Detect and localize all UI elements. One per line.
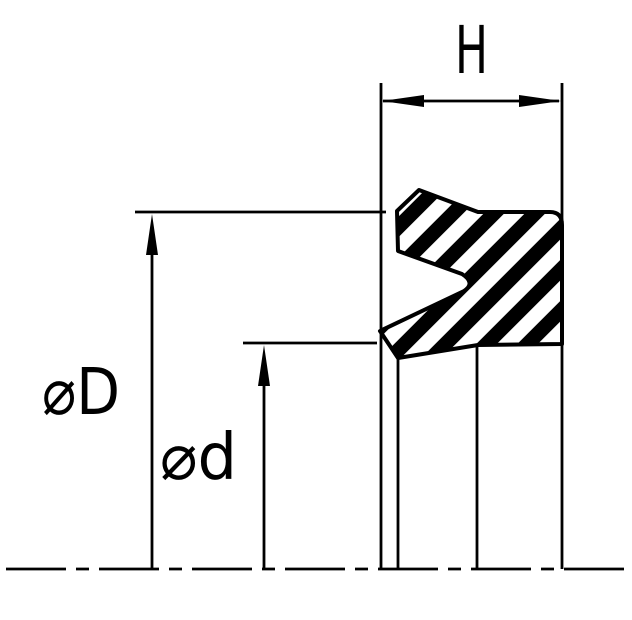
dimension-height: H — [382, 12, 561, 107]
label-height: H — [455, 12, 488, 89]
arrowhead-left-icon — [382, 95, 424, 107]
label-outer-diameter: ⌀D — [42, 356, 120, 430]
seal-cross-section — [378, 188, 564, 360]
label-inner-diameter: ⌀d — [160, 421, 237, 495]
arrowhead-up-inner-icon — [258, 345, 270, 386]
dimension-outer-diameter: ⌀D — [42, 210, 386, 569]
arrowhead-right-icon — [519, 95, 561, 107]
dimension-inner-diameter: ⌀d — [160, 341, 377, 569]
arrowhead-up-outer-icon — [146, 214, 158, 255]
